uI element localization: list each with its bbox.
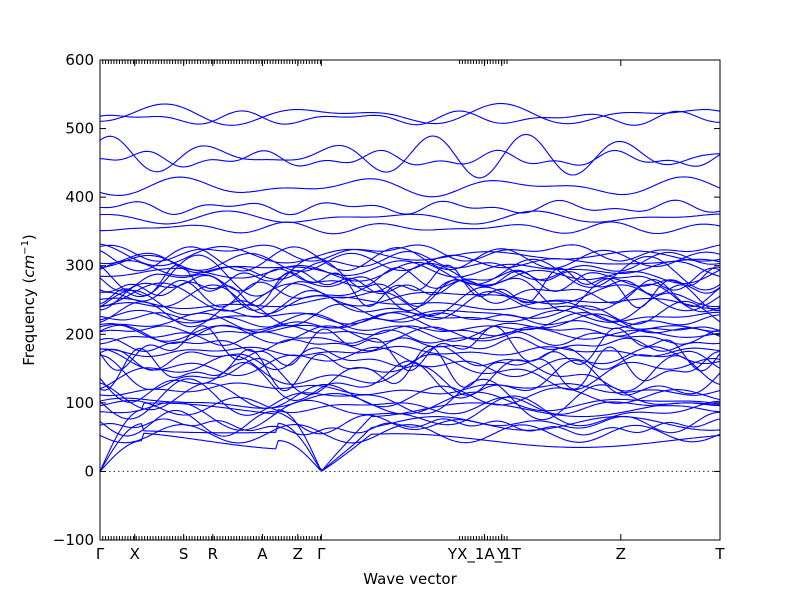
phonon-band — [99, 289, 721, 322]
phonon-band — [99, 345, 721, 392]
phonon-band — [99, 336, 721, 353]
phonon-band — [99, 345, 721, 371]
phonon-band — [99, 418, 721, 436]
phonon-band — [99, 354, 721, 396]
phonon-band — [99, 423, 721, 444]
phonon-band — [99, 282, 721, 312]
phonon-band — [99, 149, 721, 168]
phonon-band — [99, 250, 721, 281]
phonon-band — [99, 210, 720, 225]
phonon-band — [99, 102, 721, 126]
x-tick-label: A — [257, 545, 268, 563]
plot-frame — [99, 59, 721, 541]
phonon-band — [99, 300, 721, 328]
phonon-band — [99, 391, 721, 415]
phonon-band — [99, 133, 721, 179]
phonon-band — [99, 243, 721, 267]
x-tick-label: Z — [616, 545, 626, 563]
phonon-band — [99, 345, 721, 358]
phonon-band — [99, 396, 721, 416]
x-axis-ticks: Γ X S R A Z Γ YX_1A_1TY Z T — [96, 60, 725, 564]
y-tick-label: 500 — [65, 120, 94, 138]
y-tick-label: −100 — [53, 531, 94, 549]
phonon-band — [99, 264, 721, 309]
x-tick-label: Γ — [96, 545, 105, 563]
phonon-bands — [99, 102, 721, 472]
phonon-band — [99, 409, 720, 437]
phonon-band — [100, 278, 721, 308]
y-axis-label-unit: cm — [20, 255, 38, 278]
y-axis-ticks: −100 0 100 200 300 400 500 600 — [53, 51, 720, 549]
phonon-band — [99, 269, 721, 297]
phonon-band — [99, 199, 721, 216]
y-tick-label: 100 — [65, 394, 94, 412]
phonon-band — [99, 402, 721, 472]
phonon-band — [99, 395, 721, 431]
phonon-band — [99, 313, 721, 342]
y-tick-label: 600 — [65, 51, 94, 69]
x-tick-label: S — [179, 545, 189, 563]
phonon-band — [99, 274, 721, 312]
phonon-band — [99, 110, 720, 126]
phonon-band — [99, 324, 721, 344]
phonon-band — [99, 346, 721, 378]
phonon-band — [99, 324, 721, 337]
y-tick-label: 0 — [84, 462, 94, 480]
phonon-band — [99, 176, 721, 198]
x-tick-label: T — [714, 545, 725, 563]
y-tick-label: 300 — [65, 257, 94, 275]
y-axis-label-prefix: Frequency ( — [20, 278, 38, 366]
phonon-band — [99, 266, 721, 292]
x-tick-label: Y — [496, 545, 507, 563]
phonon-band — [99, 432, 721, 472]
x-tick-label: R — [208, 545, 218, 563]
y-axis-label-exponent: −1 — [20, 240, 31, 255]
phonon-band — [99, 416, 721, 472]
phonon-band — [99, 312, 721, 330]
minor-ticks — [99, 60, 508, 540]
x-tick-label: X — [130, 545, 140, 563]
x-tick-label: Z — [293, 545, 303, 563]
y-axis-label: Frequency (cm−1) — [20, 234, 38, 366]
phonon-band — [99, 252, 721, 272]
phonon-band — [99, 244, 721, 262]
y-axis-label-suffix: ) — [20, 234, 38, 240]
x-axis-label: Wave vector — [363, 570, 457, 588]
phonon-band — [99, 221, 721, 235]
x-tick-label: Γ — [317, 545, 326, 563]
y-tick-label: 200 — [65, 325, 94, 343]
x-tick-label: YX_1A_1T — [447, 545, 522, 564]
y-tick-label: 400 — [65, 188, 94, 206]
